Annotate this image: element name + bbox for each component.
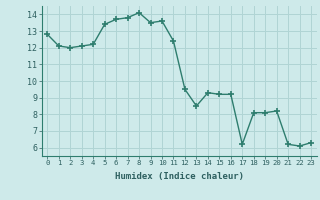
- X-axis label: Humidex (Indice chaleur): Humidex (Indice chaleur): [115, 172, 244, 181]
